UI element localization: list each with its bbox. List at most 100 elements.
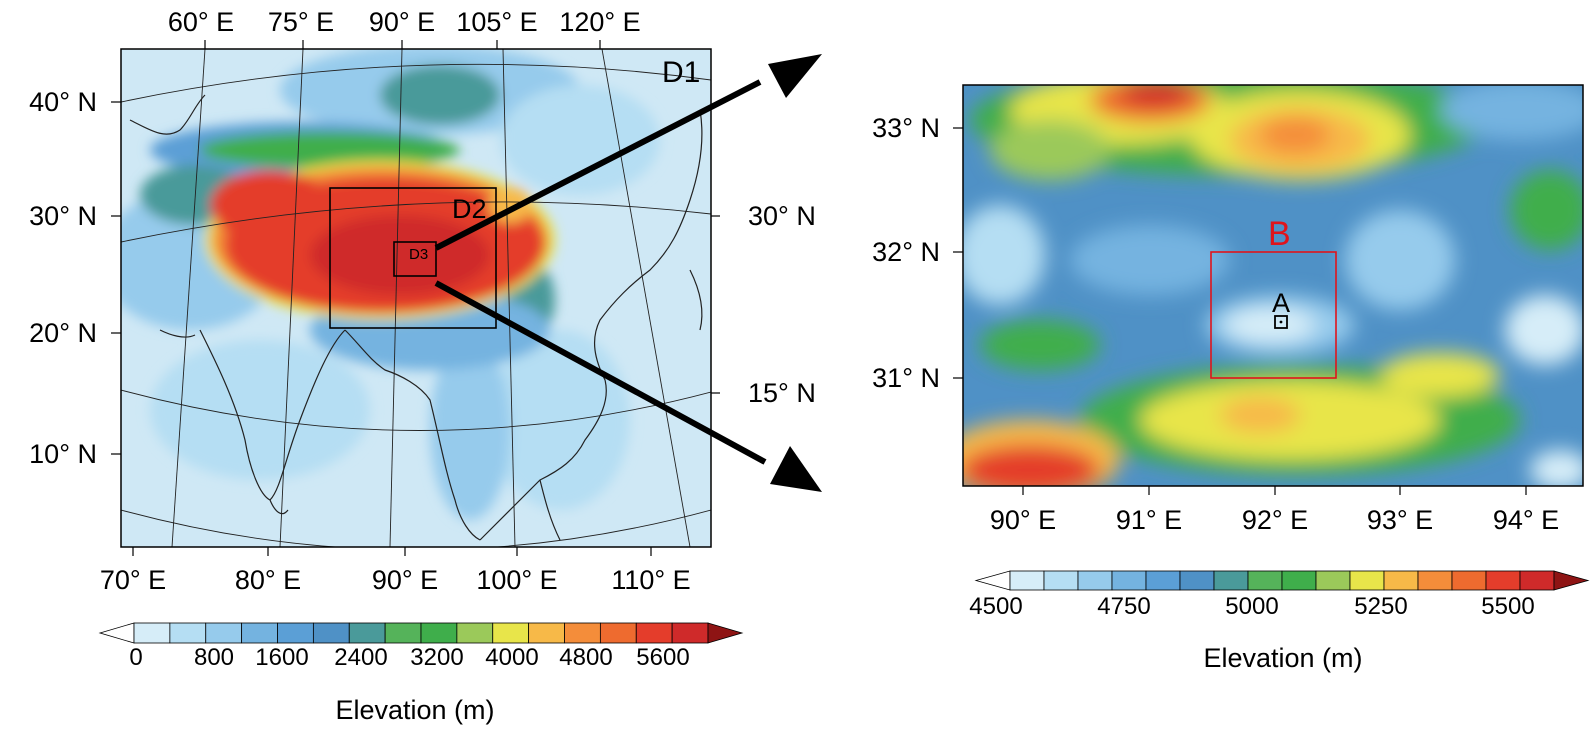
colorbar-swatch [1451,570,1487,591]
lat-label: 15° N [748,378,816,408]
lon-label: 100° E [476,565,557,595]
colorbar-swatch [133,622,171,644]
left-top-lon-labels: 60° E 75° E 90° E 105° E 120° E [168,7,641,37]
right-map-elevation-field [963,85,1583,486]
colorbar-swatch [456,622,494,644]
colorbar-tick-label: 4000 [485,644,538,671]
lon-label: 91° E [1116,505,1182,535]
right-colorbar-title: Elevation (m) [1203,643,1362,673]
left-map-elevation-field [121,49,711,547]
colorbar-swatch [1315,570,1351,591]
colorbar-swatch [1417,570,1453,591]
colorbar-swatch [241,622,278,644]
colorbar-high-extension [1553,570,1590,591]
colorbar-swatch [420,622,458,644]
colorbar-tick-label: 4750 [1097,593,1150,620]
domain-label-d3: D3 [409,246,428,263]
zoom-arrow-upper [434,79,762,251]
colorbar-swatch [1179,570,1215,591]
left-map: D1 D2 D3 60° E 75° E 90° E 105° E 120° E… [29,7,816,725]
colorbar-swatch [528,622,565,644]
colorbar-tick-label: 0 [129,644,142,671]
top-lon-label: 120° E [559,7,640,37]
lon-label: 80° E [235,565,301,595]
colorbar-swatch [599,622,637,644]
lat-label: 33° N [872,113,940,143]
colorbar-tick-label: 1600 [255,644,308,671]
left-lat-labels: 40° N 30° N 20° N 10° N [29,87,97,469]
arrowhead-upper [768,54,822,98]
colorbar-low-extension [974,570,1011,591]
colorbar-swatch [348,622,386,644]
left-colorbar-title: Elevation (m) [335,695,494,725]
colorbar-swatch [312,622,350,644]
lat-label: 10° N [29,439,97,469]
top-lon-label: 60° E [168,7,234,37]
right-colorbar [974,570,1590,591]
colorbar-tick-label: 3200 [410,644,463,671]
left-colorbar-tick-labels: 0 800 1600 2400 3200 4000 4800 5600 [129,644,689,671]
top-lon-label: 105° E [456,7,537,37]
left-map-frame [120,48,712,548]
left-bottom-lon-labels: 70° E 80° E 90° E 100° E 110° E [100,565,691,595]
right-map: B A 33° N 32° N 31° N 90° E 91° E 92° E … [872,84,1590,673]
domain-label-d2: D2 [452,194,487,224]
lon-label: 90° E [990,505,1056,535]
colorbar-swatch [1213,570,1249,591]
colorbar-tick-label: 4800 [559,644,612,671]
box-b [1210,251,1337,379]
right-colorbar-tick-labels: 4500 4750 5000 5250 5500 [969,593,1534,620]
colorbar-swatch [1077,570,1113,591]
lon-label: 110° E [611,565,690,595]
left-colorbar [98,622,744,644]
lat-label: 30° N [29,201,97,231]
colorbar-swatch [564,622,601,644]
left-map-graticule [121,49,711,547]
colorbar-tick-label: 5250 [1354,593,1407,620]
colorbar-tick-label: 5000 [1225,593,1278,620]
colorbar-swatch [671,622,709,644]
colorbar-tick-label: 5600 [636,644,689,671]
zoom-arrows [434,54,822,492]
colorbar-swatch [1349,570,1385,591]
top-lon-label: 75° E [268,7,334,37]
lat-label: 20° N [29,318,97,348]
right-lat-labels: 30° N 15° N [748,201,816,408]
domain-label-d1: D1 [662,56,700,89]
lon-label: 93° E [1367,505,1433,535]
colorbar-swatch [1485,570,1521,591]
colorbar-swatch [1043,570,1079,591]
colorbar-high-extension [707,622,744,644]
colorbar-tick-label: 800 [194,644,234,671]
right-map-frame [962,84,1584,487]
top-lon-label: 90° E [369,7,435,37]
colorbar-swatch [1145,570,1181,591]
zoom-arrow-lower [434,280,767,465]
lat-label: 40° N [29,87,97,117]
colorbar-swatch [1383,570,1419,591]
arrowhead-lower [770,446,822,492]
colorbar-swatch [384,622,422,644]
colorbar-swatch [1009,570,1045,591]
colorbar-tick-label: 5500 [1481,593,1534,620]
colorbar-swatch [277,622,314,644]
colorbar-low-extension [98,622,135,644]
colorbar-swatch [205,622,243,644]
colorbar-swatch [169,622,207,644]
lat-label: 31° N [872,363,940,393]
right-lon-labels-detail: 90° E 91° E 92° E 93° E 94° E [990,505,1559,535]
lon-label: 94° E [1493,505,1559,535]
lon-label: 70° E [100,565,166,595]
right-lat-labels-detail: 33° N 32° N 31° N [872,113,940,393]
lon-label: 92° E [1242,505,1308,535]
lat-label: 32° N [872,237,940,267]
box-a [1274,315,1288,329]
box-label-a: A [1272,288,1290,318]
colorbar-swatch [492,622,530,644]
lon-label: 90° E [372,565,438,595]
colorbar-swatch [635,622,673,644]
colorbar-swatch [1519,570,1555,591]
point-a-marker [1279,320,1283,324]
colorbar-swatch [1281,570,1317,591]
